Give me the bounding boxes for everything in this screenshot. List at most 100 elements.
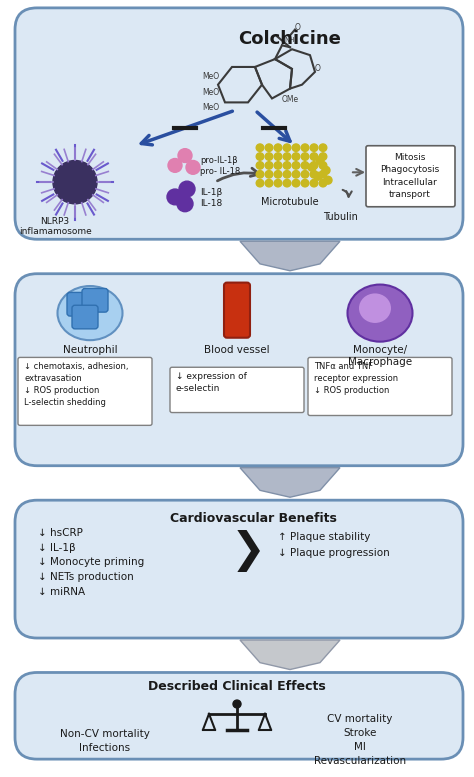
- FancyBboxPatch shape: [308, 357, 452, 416]
- Circle shape: [316, 156, 324, 165]
- Circle shape: [274, 179, 282, 187]
- Circle shape: [319, 179, 327, 187]
- Circle shape: [319, 153, 327, 160]
- Text: ↓ expression of
e-selectin: ↓ expression of e-selectin: [176, 372, 247, 393]
- Circle shape: [301, 179, 309, 187]
- Text: OMe: OMe: [282, 96, 299, 104]
- Text: Cardiovascular Benefits: Cardiovascular Benefits: [170, 512, 337, 525]
- Circle shape: [186, 161, 200, 174]
- Circle shape: [256, 144, 264, 152]
- Text: MeO: MeO: [202, 103, 219, 112]
- Circle shape: [53, 161, 97, 204]
- Text: ↑ Plaque stability
↓ Plaque progression: ↑ Plaque stability ↓ Plaque progression: [278, 531, 390, 558]
- Circle shape: [319, 170, 327, 178]
- Text: Microtubule: Microtubule: [261, 197, 319, 207]
- Circle shape: [265, 144, 273, 152]
- Circle shape: [265, 153, 273, 160]
- Circle shape: [314, 172, 322, 180]
- Circle shape: [292, 162, 300, 169]
- Circle shape: [292, 179, 300, 187]
- FancyBboxPatch shape: [170, 368, 304, 413]
- FancyBboxPatch shape: [15, 274, 463, 465]
- Circle shape: [310, 162, 318, 169]
- Text: Tubulin: Tubulin: [323, 211, 357, 221]
- Text: NLRP3
inflamamosome: NLRP3 inflamamosome: [18, 217, 91, 236]
- Circle shape: [301, 162, 309, 169]
- Text: CV mortality
Stroke
MI
Revascularization: CV mortality Stroke MI Revascularization: [314, 714, 406, 766]
- Circle shape: [322, 166, 330, 174]
- Circle shape: [283, 162, 291, 169]
- Text: MeO: MeO: [202, 88, 219, 96]
- Circle shape: [301, 153, 309, 160]
- Ellipse shape: [359, 294, 391, 323]
- Circle shape: [310, 179, 318, 187]
- Circle shape: [179, 181, 195, 197]
- Circle shape: [265, 170, 273, 178]
- Circle shape: [310, 153, 318, 160]
- Circle shape: [178, 148, 192, 162]
- Circle shape: [283, 144, 291, 152]
- FancyBboxPatch shape: [224, 283, 250, 338]
- Text: Mitosis
Phagocytosis
Intracellular
transport: Mitosis Phagocytosis Intracellular trans…: [380, 152, 439, 199]
- Text: Monocyte/
Macrophage: Monocyte/ Macrophage: [348, 345, 412, 367]
- Text: pro-IL-1β: pro-IL-1β: [200, 156, 237, 165]
- Circle shape: [168, 159, 182, 172]
- Text: pro- IL-18: pro- IL-18: [200, 167, 240, 176]
- Circle shape: [301, 170, 309, 178]
- Text: IL-1β: IL-1β: [200, 189, 222, 197]
- Polygon shape: [240, 640, 340, 670]
- Circle shape: [292, 153, 300, 160]
- Text: Blood vessel: Blood vessel: [204, 345, 270, 354]
- Circle shape: [233, 700, 241, 708]
- Text: IL-18: IL-18: [200, 200, 222, 208]
- Circle shape: [319, 162, 327, 169]
- Circle shape: [324, 176, 332, 184]
- Circle shape: [265, 179, 273, 187]
- Text: MeO: MeO: [202, 71, 219, 81]
- FancyBboxPatch shape: [366, 146, 455, 207]
- Circle shape: [274, 162, 282, 169]
- Text: TNFα and TNF
receptor expression
↓ ROS production: TNFα and TNF receptor expression ↓ ROS p…: [314, 362, 398, 395]
- Circle shape: [319, 144, 327, 152]
- Text: Described Clinical Effects: Described Clinical Effects: [148, 681, 326, 693]
- Circle shape: [310, 144, 318, 152]
- FancyBboxPatch shape: [72, 305, 98, 329]
- Polygon shape: [240, 241, 340, 270]
- Text: Neutrophil: Neutrophil: [63, 345, 117, 354]
- Circle shape: [308, 163, 316, 171]
- Circle shape: [310, 170, 318, 178]
- Text: O: O: [315, 64, 321, 73]
- FancyBboxPatch shape: [18, 357, 152, 425]
- FancyBboxPatch shape: [82, 288, 108, 312]
- FancyBboxPatch shape: [15, 8, 463, 239]
- Ellipse shape: [57, 286, 122, 340]
- Text: Non-CV mortality
Infections: Non-CV mortality Infections: [60, 729, 150, 753]
- Circle shape: [283, 170, 291, 178]
- FancyBboxPatch shape: [15, 672, 463, 759]
- Circle shape: [274, 170, 282, 178]
- Circle shape: [265, 162, 273, 169]
- Circle shape: [274, 153, 282, 160]
- Circle shape: [292, 170, 300, 178]
- Circle shape: [256, 153, 264, 160]
- Circle shape: [177, 196, 193, 211]
- Circle shape: [301, 144, 309, 152]
- Circle shape: [274, 144, 282, 152]
- Circle shape: [256, 179, 264, 187]
- Text: ↓ hsCRP
↓ IL-1β
↓ Monocyte priming
↓ NETs production
↓ miRNA: ↓ hsCRP ↓ IL-1β ↓ Monocyte priming ↓ NET…: [38, 528, 144, 597]
- Ellipse shape: [347, 284, 412, 342]
- Text: O: O: [295, 23, 301, 32]
- Text: Colchicine: Colchicine: [238, 30, 341, 47]
- Circle shape: [283, 179, 291, 187]
- FancyBboxPatch shape: [15, 500, 463, 638]
- Circle shape: [256, 170, 264, 178]
- Text: ↓ chemotaxis, adhesion,
extravasation
↓ ROS production
L-selectin shedding: ↓ chemotaxis, adhesion, extravasation ↓ …: [24, 362, 128, 406]
- Circle shape: [292, 144, 300, 152]
- Text: ❯: ❯: [230, 531, 265, 573]
- Circle shape: [283, 153, 291, 160]
- Text: NH: NH: [284, 37, 294, 44]
- FancyBboxPatch shape: [67, 292, 93, 316]
- Polygon shape: [240, 468, 340, 497]
- Circle shape: [256, 162, 264, 169]
- Circle shape: [167, 189, 183, 205]
